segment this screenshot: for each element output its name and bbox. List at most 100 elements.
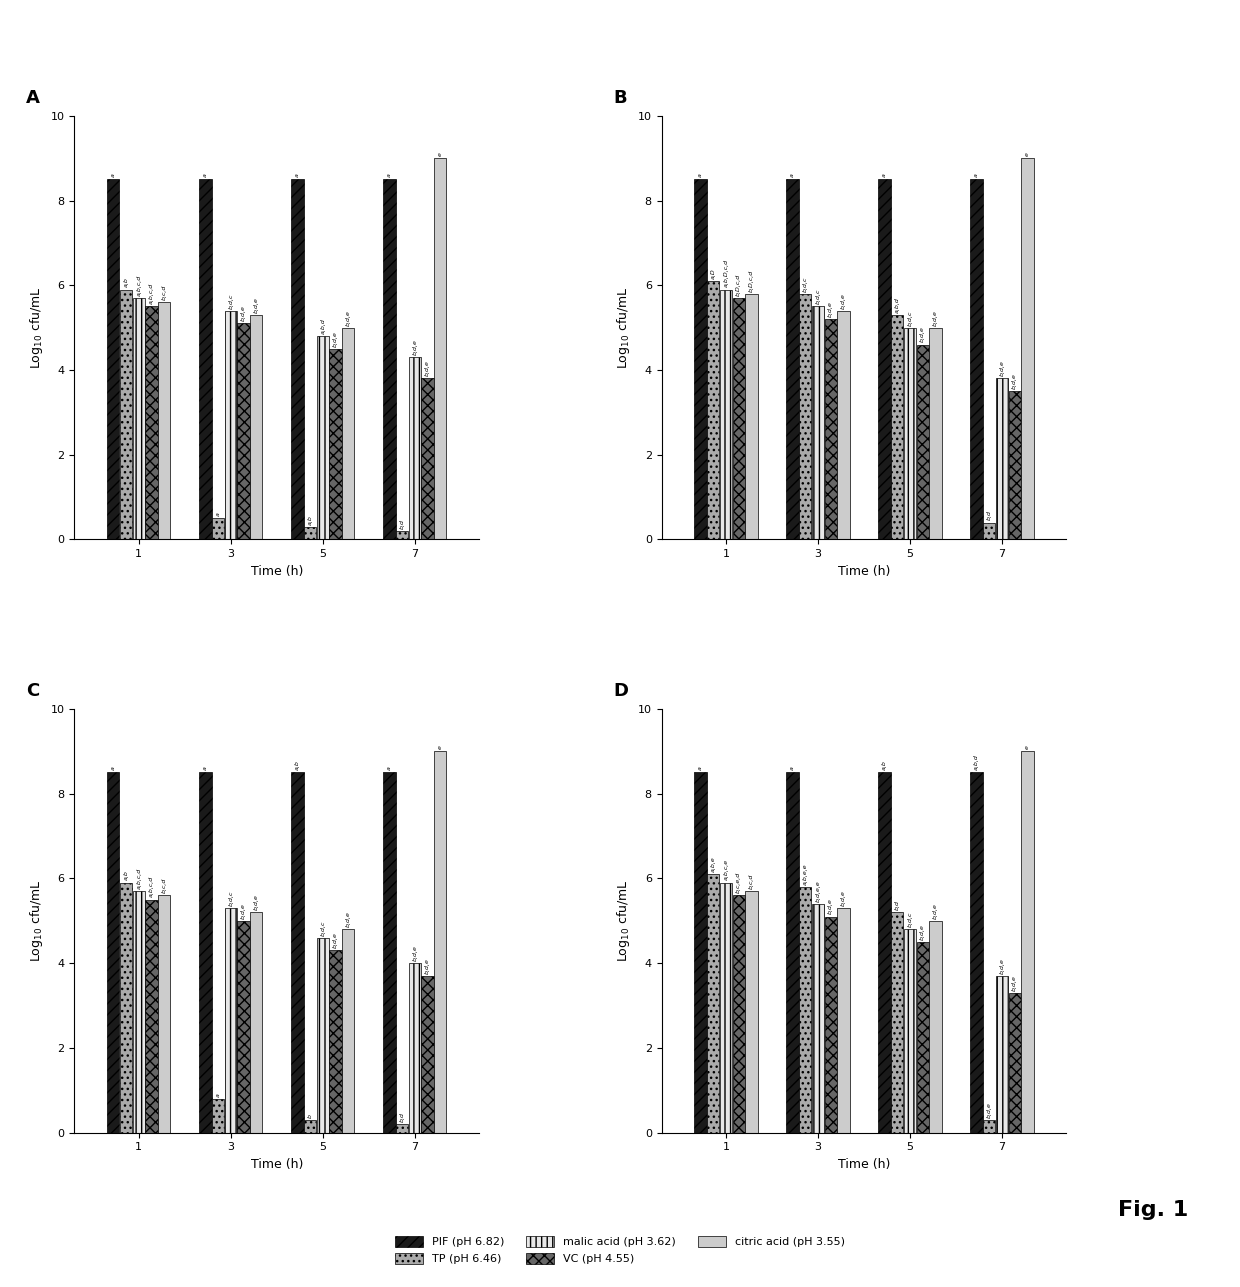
Text: a: a: [216, 1093, 221, 1097]
Bar: [799, 887, 811, 1133]
Text: b,d: b,d: [399, 519, 404, 529]
Bar: [316, 938, 329, 1133]
Text: e: e: [438, 745, 443, 749]
Y-axis label: $\mathrm{Log_{10}\ cfu/mL}$: $\mathrm{Log_{10}\ cfu/mL}$: [29, 879, 45, 963]
X-axis label: Time (h): Time (h): [838, 1158, 890, 1171]
Bar: [250, 912, 263, 1133]
Bar: [330, 349, 342, 539]
Text: b,d,c: b,d,c: [908, 310, 913, 326]
X-axis label: Time (h): Time (h): [250, 565, 303, 578]
Text: b,d,e: b,d,e: [987, 1102, 992, 1117]
Text: b,d,c: b,d,c: [228, 293, 233, 309]
Bar: [107, 772, 119, 1133]
Bar: [1022, 752, 1034, 1133]
Bar: [825, 916, 837, 1133]
Bar: [409, 963, 422, 1133]
Bar: [825, 319, 837, 539]
Bar: [159, 896, 170, 1133]
Text: a: a: [882, 174, 887, 178]
Bar: [916, 942, 929, 1133]
Text: b,d,c: b,d,c: [228, 891, 233, 906]
Bar: [120, 290, 133, 539]
Text: a,b,c,d: a,b,c,d: [149, 283, 154, 304]
Text: e: e: [1025, 745, 1030, 749]
Text: b,d,e: b,d,e: [425, 360, 430, 376]
Bar: [434, 752, 446, 1133]
Bar: [1008, 391, 1021, 539]
Text: a,b,e,e: a,b,e,e: [802, 864, 807, 884]
Bar: [396, 1124, 408, 1133]
Bar: [224, 909, 237, 1133]
Bar: [291, 772, 304, 1133]
Y-axis label: $\mathrm{Log_{10}\ cfu/mL}$: $\mathrm{Log_{10}\ cfu/mL}$: [615, 879, 632, 963]
Text: a,b,d: a,b,d: [320, 318, 325, 335]
Text: b,d,e: b,d,e: [413, 945, 418, 961]
Text: b,d,e: b,d,e: [254, 894, 259, 910]
Text: b,c,d: b,c,d: [161, 284, 166, 300]
Text: b,d,e: b,d,e: [932, 902, 937, 919]
Bar: [237, 323, 249, 539]
Text: b,d,e: b,d,e: [254, 297, 259, 313]
Bar: [409, 358, 422, 539]
Text: a: a: [790, 767, 795, 771]
Bar: [745, 891, 758, 1133]
Text: a: a: [698, 767, 703, 771]
Text: b,d,e: b,d,e: [828, 898, 833, 914]
Text: e: e: [438, 152, 443, 156]
Text: a,b: a,b: [124, 870, 129, 880]
Bar: [929, 328, 941, 539]
Bar: [342, 929, 355, 1133]
Text: a,b,d: a,b,d: [975, 754, 980, 771]
Text: a,b,d: a,b,d: [895, 297, 900, 313]
Text: b,d,e: b,d,e: [346, 911, 351, 927]
Text: b,D,c,d: b,D,c,d: [737, 274, 742, 296]
Bar: [812, 903, 825, 1133]
Bar: [733, 299, 745, 539]
Bar: [304, 526, 316, 539]
Bar: [719, 290, 732, 539]
Text: a,D: a,D: [711, 268, 715, 279]
Bar: [1022, 158, 1034, 539]
Text: a: a: [387, 767, 392, 771]
Text: b,d: b,d: [987, 511, 992, 520]
Text: a,b,D,c,d: a,b,D,c,d: [723, 259, 728, 287]
Text: D: D: [613, 682, 627, 700]
Text: b,d,e,e: b,d,e,e: [816, 880, 821, 902]
Text: b,d,e: b,d,e: [425, 958, 430, 974]
Bar: [145, 306, 157, 539]
Bar: [291, 179, 304, 539]
Text: a,b: a,b: [295, 761, 300, 771]
Text: B: B: [613, 89, 626, 107]
Bar: [304, 1120, 316, 1133]
Bar: [212, 1099, 224, 1133]
Bar: [812, 306, 825, 539]
Text: a,b: a,b: [308, 515, 312, 525]
Bar: [707, 874, 719, 1133]
Text: a,b,c,d: a,b,c,d: [136, 867, 141, 889]
Text: a: a: [295, 174, 300, 178]
Bar: [892, 912, 904, 1133]
Bar: [342, 328, 355, 539]
Bar: [145, 900, 157, 1133]
Bar: [107, 179, 119, 539]
Bar: [971, 179, 982, 539]
Bar: [200, 772, 212, 1133]
Bar: [904, 328, 916, 539]
Text: b,d,e: b,d,e: [241, 305, 246, 322]
Bar: [904, 929, 916, 1133]
Bar: [1008, 992, 1021, 1133]
Bar: [422, 976, 434, 1133]
Text: e: e: [1025, 152, 1030, 156]
Text: a,b,e: a,b,e: [711, 856, 715, 873]
X-axis label: Time (h): Time (h): [838, 565, 890, 578]
Y-axis label: $\mathrm{Log_{10}\ cfu/mL}$: $\mathrm{Log_{10}\ cfu/mL}$: [615, 286, 632, 369]
Text: Fig. 1: Fig. 1: [1118, 1199, 1188, 1220]
Bar: [133, 299, 145, 539]
Text: b,d,c: b,d,c: [320, 920, 325, 936]
Bar: [383, 772, 396, 1133]
Bar: [837, 909, 849, 1133]
Bar: [237, 920, 249, 1133]
Bar: [133, 891, 145, 1133]
Text: b,c,d: b,c,d: [161, 878, 166, 893]
Text: b,d,e: b,d,e: [1012, 373, 1017, 389]
